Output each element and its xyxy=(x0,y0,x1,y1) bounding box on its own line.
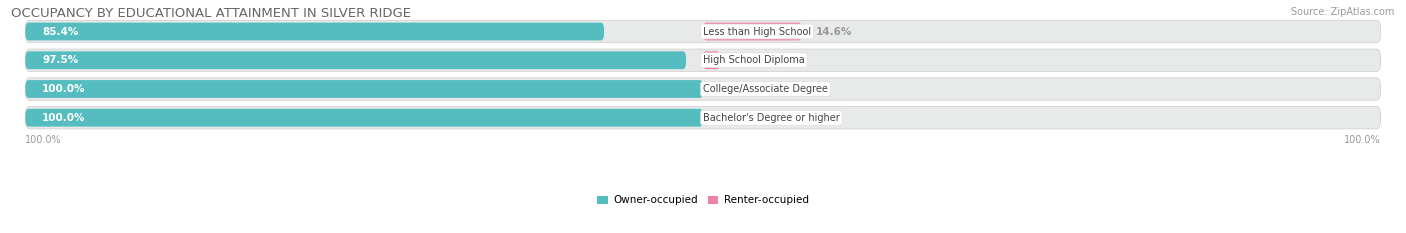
FancyBboxPatch shape xyxy=(25,78,1381,100)
Legend: Owner-occupied, Renter-occupied: Owner-occupied, Renter-occupied xyxy=(593,191,813,209)
Text: 2.5%: 2.5% xyxy=(734,55,762,65)
FancyBboxPatch shape xyxy=(703,23,801,40)
FancyBboxPatch shape xyxy=(25,106,1381,129)
FancyBboxPatch shape xyxy=(25,80,703,98)
Text: Less than High School: Less than High School xyxy=(703,27,811,37)
Text: Bachelor's Degree or higher: Bachelor's Degree or higher xyxy=(703,113,839,123)
Text: High School Diploma: High School Diploma xyxy=(703,55,804,65)
FancyBboxPatch shape xyxy=(25,51,686,69)
Text: 85.4%: 85.4% xyxy=(42,27,79,37)
Text: College/Associate Degree: College/Associate Degree xyxy=(703,84,828,94)
Text: 100.0%: 100.0% xyxy=(1344,135,1381,145)
FancyBboxPatch shape xyxy=(25,20,1381,43)
Text: 97.5%: 97.5% xyxy=(42,55,79,65)
FancyBboxPatch shape xyxy=(25,23,605,40)
Text: 100.0%: 100.0% xyxy=(25,135,62,145)
FancyBboxPatch shape xyxy=(703,51,720,69)
Text: OCCUPANCY BY EDUCATIONAL ATTAINMENT IN SILVER RIDGE: OCCUPANCY BY EDUCATIONAL ATTAINMENT IN S… xyxy=(11,7,411,20)
FancyBboxPatch shape xyxy=(25,109,703,127)
Text: 0.0%: 0.0% xyxy=(717,113,745,123)
Text: 100.0%: 100.0% xyxy=(42,113,86,123)
FancyBboxPatch shape xyxy=(25,49,1381,72)
Text: Source: ZipAtlas.com: Source: ZipAtlas.com xyxy=(1291,7,1395,17)
Text: 100.0%: 100.0% xyxy=(42,84,86,94)
Text: 14.6%: 14.6% xyxy=(815,27,852,37)
Text: 0.0%: 0.0% xyxy=(717,84,745,94)
